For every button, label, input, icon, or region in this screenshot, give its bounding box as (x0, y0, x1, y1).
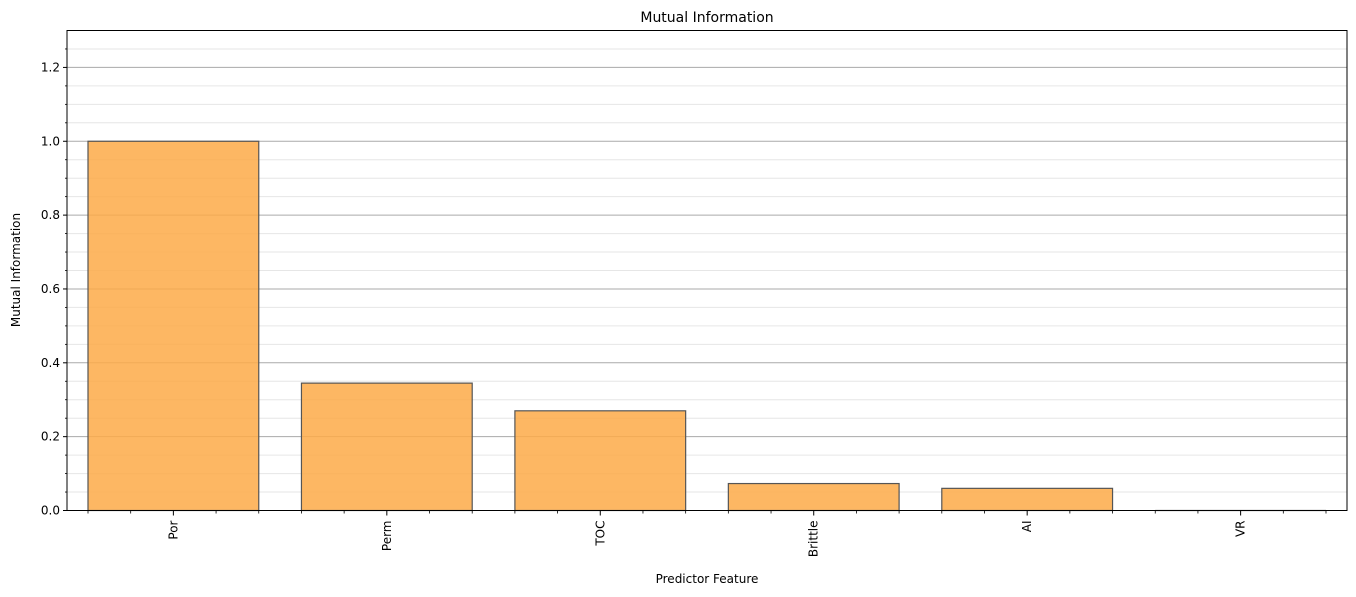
grid (67, 48, 1347, 493)
bar (941, 487, 1114, 512)
bar (727, 482, 900, 512)
y-tick-label: 0.8 (41, 208, 60, 222)
x-tick-label: Brittle (807, 521, 821, 558)
bar (514, 410, 687, 512)
y-tick-label: 0.4 (41, 356, 60, 370)
x-tick-label: VR (1234, 521, 1248, 538)
y-tick-label: 0.0 (41, 504, 60, 518)
y-tick-label: 0.6 (41, 282, 60, 296)
x-axis-label: Predictor Feature (656, 572, 759, 586)
x-tick-label: AI (1020, 521, 1034, 533)
x-tick-label: Por (166, 520, 180, 539)
bar (87, 140, 260, 512)
x-tick-label: TOC (593, 521, 607, 547)
chart-title: Mutual Information (640, 10, 773, 26)
x-axis: Por Perm TOC Brittle AI VR (87, 510, 1327, 558)
y-tick-label: 1.0 (41, 134, 60, 148)
y-tick-label: 1.2 (41, 60, 60, 74)
x-tick-label: Perm (380, 521, 394, 552)
y-axis: 0.0 0.2 0.4 0.6 0.8 1.0 1.2 (41, 48, 67, 518)
bars (87, 140, 1326, 512)
y-tick-label: 0.2 (41, 430, 60, 444)
y-axis-label: Mutual Information (9, 213, 23, 327)
bar (300, 382, 473, 512)
